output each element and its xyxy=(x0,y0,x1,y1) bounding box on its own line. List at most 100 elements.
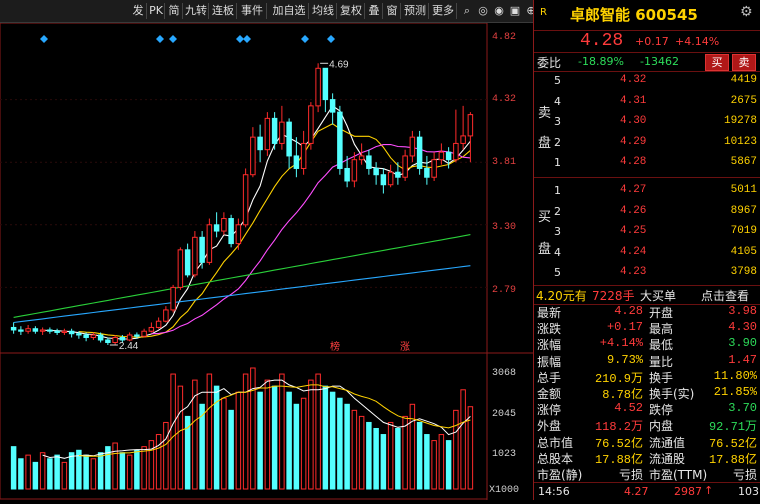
weibi-pct: -18.89% xyxy=(578,55,624,68)
bid-level-price[interactable]: 4.27 xyxy=(620,184,647,196)
candle-body xyxy=(199,236,205,263)
volume-bar xyxy=(83,454,89,490)
ask-level-number: 2 xyxy=(554,135,561,149)
volume-bar xyxy=(221,397,227,490)
volume-bar xyxy=(184,415,191,490)
toolbar-button[interactable]: 九转 xyxy=(185,3,209,19)
candle-body xyxy=(126,334,133,341)
volume-bar xyxy=(235,391,242,490)
kline-chart[interactable]: 4.69 2.44 榜 涨 4.82 4.32 3.81 3.30 2.79 3068… xyxy=(0,22,533,500)
candle-body xyxy=(315,67,321,107)
price-axis-label: 3.30 xyxy=(492,222,517,233)
stat-value: 17.88亿 xyxy=(708,452,757,467)
tick-time: 14:56 xyxy=(538,485,570,498)
lock-icon[interactable]: ▣ xyxy=(509,4,521,17)
ask-level-price[interactable]: 4.29 xyxy=(620,135,647,148)
signal-marker xyxy=(243,35,251,43)
stat-label: 涨幅 xyxy=(537,338,562,353)
candle-body xyxy=(97,334,104,341)
eye-icon[interactable]: ◉ xyxy=(494,4,504,17)
toolbar-button[interactable]: 发 xyxy=(130,3,147,19)
candle-body xyxy=(467,114,474,137)
bid-level-price[interactable]: 4.25 xyxy=(620,225,647,237)
toolbar-button[interactable]: 连板 xyxy=(210,3,237,19)
bid-book: 买 盘 1 4.27 5011 2 4.26 8967 3 4.25 7019 4 4.24 4105… xyxy=(534,180,760,284)
toolbar-button[interactable]: 预测 xyxy=(402,3,429,19)
toolbar-button[interactable]: 事件 xyxy=(238,3,267,19)
price-axis-label: 4.32 xyxy=(492,94,517,105)
toolbar-button[interactable]: 复权 xyxy=(338,3,365,19)
target-icon[interactable]: ◎ xyxy=(478,4,488,17)
volume-bar xyxy=(163,421,169,490)
volume-bar xyxy=(47,458,53,490)
stat-value: 1.47 xyxy=(728,352,757,367)
candle-body xyxy=(39,329,46,332)
signal-marker xyxy=(40,35,48,43)
quote-panel: R 卓郎智能 600545 ⚙ 4.28 +0.17 +4.14% 委比 -18… xyxy=(533,0,760,500)
volume-bar xyxy=(271,385,278,490)
candle-body xyxy=(155,320,162,328)
toolbar-button[interactable]: 简 xyxy=(166,3,183,19)
candle-body xyxy=(90,334,97,338)
candle-body xyxy=(308,105,314,144)
bid-level-price[interactable]: 4.24 xyxy=(620,245,647,258)
candle-body xyxy=(431,159,437,178)
stat-value: 8.78亿 xyxy=(602,388,643,402)
kline-svg[interactable]: 4.69 2.44 榜 涨 xyxy=(0,22,533,500)
candle-body xyxy=(25,328,31,332)
stat-value: 118.2万 xyxy=(594,420,643,435)
ask-level-price[interactable]: 4.31 xyxy=(620,94,647,107)
stat-value: 76.52亿 xyxy=(708,436,757,451)
stat-value: 210.9万 xyxy=(594,371,643,386)
candle-body xyxy=(416,136,423,169)
candle-body xyxy=(453,142,459,161)
toolbar-button[interactable]: 叠 xyxy=(366,3,383,19)
candle-body xyxy=(264,117,271,151)
candle-body xyxy=(409,136,416,157)
volume-bar xyxy=(25,454,31,490)
settings-gear-icon[interactable]: ⚙ xyxy=(740,4,753,20)
ask-level-number: 3 xyxy=(554,115,561,128)
stat-label: 换手 xyxy=(649,370,674,385)
toolbar-button[interactable]: PK xyxy=(148,3,165,19)
ask-book: 卖 盘 5 4.32 4419 4 4.31 2675 3 4.30 19278 2 4.29 101… xyxy=(534,72,760,176)
bid-level-price[interactable]: 4.26 xyxy=(620,204,647,217)
volume-bar xyxy=(264,379,271,490)
toolbar-button[interactable]: 窗 xyxy=(384,3,401,19)
stat-value: 4.30 xyxy=(728,320,757,335)
magnifier-icon[interactable]: ⌕ xyxy=(463,4,471,17)
ask-level-price[interactable]: 4.32 xyxy=(620,74,647,86)
stat-value: +0.17 xyxy=(606,320,643,335)
stat-label: 市盈(TTM) xyxy=(649,468,708,482)
ask-level-price[interactable]: 4.28 xyxy=(620,156,647,168)
stat-value: 11.80% xyxy=(713,368,757,383)
sell-button[interactable]: 卖 xyxy=(732,54,756,71)
low-price-label: 2.44 xyxy=(119,341,139,352)
ask-level-volume: 19278 xyxy=(723,115,757,127)
view-details-link[interactable]: 点击查看 xyxy=(701,289,750,303)
plus-circle-icon[interactable]: ⊕ xyxy=(526,4,536,17)
ask-level-price[interactable]: 4.30 xyxy=(620,115,647,127)
candle-body xyxy=(322,67,329,101)
bid-level-number: 3 xyxy=(554,225,561,238)
bid-level-price[interactable]: 4.23 xyxy=(620,266,647,278)
ma60-line xyxy=(13,234,471,318)
stat-label: 最新 xyxy=(537,306,562,320)
limit-up-marker: 涨 xyxy=(400,341,410,353)
signal-marker xyxy=(156,35,164,43)
tick-count: 103 xyxy=(738,485,759,498)
toolbar-button[interactable]: 均线 xyxy=(310,3,337,19)
buy-button[interactable]: 买 xyxy=(705,54,729,71)
toolbar-button[interactable]: 更多 xyxy=(430,3,457,19)
volume-bar xyxy=(366,421,372,490)
volume-bar xyxy=(39,452,46,490)
volume-bar xyxy=(119,452,126,490)
candle-body xyxy=(148,326,155,332)
volume-bar xyxy=(61,461,68,490)
signal-marker xyxy=(236,35,244,43)
toolbar-button[interactable]: 加自选 xyxy=(270,3,309,19)
ask-level-number: 4 xyxy=(554,94,561,108)
candle-body xyxy=(83,334,89,338)
volume-bar xyxy=(242,373,249,490)
